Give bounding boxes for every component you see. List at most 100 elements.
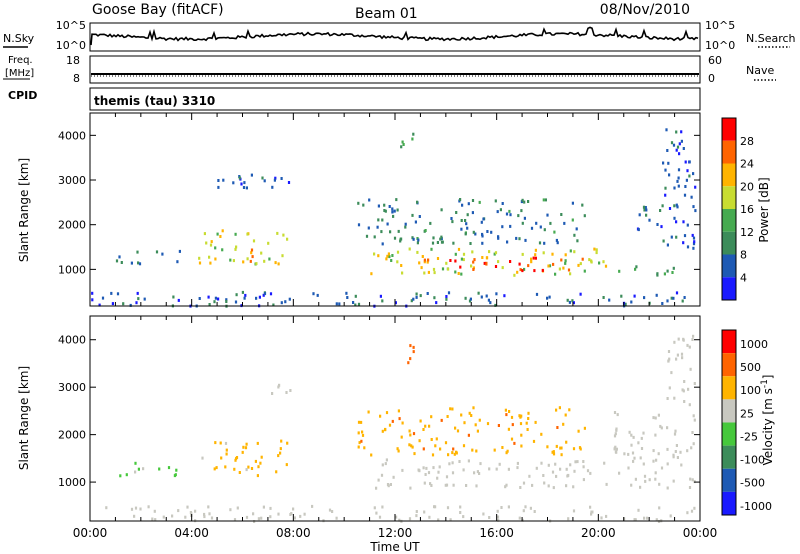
heatmap-cell bbox=[481, 234, 484, 238]
colorbar-swatch bbox=[722, 277, 736, 300]
heatmap-cell bbox=[391, 254, 394, 257]
heatmap-cell bbox=[475, 484, 478, 488]
heatmap-cell bbox=[389, 230, 392, 234]
heatmap-cell bbox=[677, 184, 680, 188]
heatmap-cell bbox=[220, 456, 223, 460]
heatmap-cell bbox=[589, 505, 592, 509]
heatmap-cell bbox=[125, 473, 128, 477]
heatmap-cell bbox=[252, 512, 255, 516]
heatmap-cell bbox=[256, 474, 259, 478]
heatmap-cell bbox=[659, 209, 662, 212]
heatmap-cell bbox=[520, 444, 523, 448]
heatmap-cell bbox=[521, 198, 524, 202]
heatmap-cell bbox=[559, 467, 562, 471]
heatmap-cell bbox=[427, 471, 431, 475]
heatmap-cell bbox=[241, 450, 244, 454]
heatmap-cell bbox=[137, 467, 140, 471]
velocity-y-axis-label: Slant Range [km] bbox=[17, 366, 31, 470]
heatmap-cell bbox=[272, 303, 275, 307]
heatmap-cell bbox=[507, 427, 510, 431]
heatmap-cell bbox=[418, 439, 421, 443]
heatmap-cell bbox=[469, 242, 472, 245]
heatmap-cell bbox=[271, 185, 274, 189]
heatmap-cell bbox=[205, 241, 208, 245]
heatmap-cell bbox=[507, 467, 510, 471]
heatmap-cell bbox=[564, 413, 567, 417]
heatmap-cell bbox=[414, 220, 417, 224]
heatmap-cell bbox=[598, 261, 601, 265]
heatmap-cell bbox=[521, 269, 524, 273]
heatmap-cell bbox=[435, 301, 438, 305]
heatmap-cell bbox=[693, 418, 696, 422]
heatmap-cell bbox=[219, 441, 222, 445]
colorbar-swatch bbox=[722, 163, 736, 187]
heatmap-cell bbox=[221, 229, 224, 233]
heatmap-cell bbox=[517, 214, 520, 218]
heatmap-cell bbox=[357, 223, 361, 227]
heatmap-cell bbox=[457, 272, 460, 275]
heatmap-cell bbox=[377, 478, 380, 482]
heatmap-cell bbox=[501, 446, 504, 449]
heatmap-cell bbox=[516, 270, 519, 274]
heatmap-cell bbox=[680, 130, 683, 134]
heatmap-cell bbox=[367, 410, 370, 414]
colorbar-tick-label: 28 bbox=[740, 135, 754, 148]
heatmap-cell bbox=[572, 301, 575, 305]
heatmap-cell bbox=[138, 262, 142, 266]
heatmap-cell bbox=[664, 168, 667, 172]
heatmap-cell bbox=[424, 229, 427, 232]
heatmap-cell bbox=[672, 455, 675, 459]
heatmap-cell bbox=[91, 291, 94, 295]
heatmap-cell bbox=[98, 303, 101, 307]
heatmap-cell bbox=[252, 239, 256, 243]
heatmap-cell bbox=[398, 417, 401, 421]
heatmap-cell bbox=[201, 456, 204, 460]
heatmap-cell bbox=[549, 221, 552, 225]
heatmap-cell bbox=[416, 250, 419, 254]
heatmap-cell bbox=[430, 438, 433, 441]
heatmap-cell bbox=[263, 179, 266, 183]
heatmap-cell bbox=[377, 204, 380, 208]
heatmap-cell bbox=[381, 463, 384, 467]
heatmap-cell bbox=[530, 260, 533, 264]
heatmap-cell bbox=[421, 255, 424, 258]
heatmap-cell bbox=[667, 350, 671, 353]
heatmap-cell bbox=[209, 243, 213, 247]
heatmap-cell bbox=[354, 303, 357, 307]
heatmap-cell bbox=[688, 160, 691, 164]
heatmap-cell bbox=[247, 465, 250, 469]
heatmap-cell bbox=[676, 145, 680, 149]
colorbar-tick-label: 24 bbox=[740, 158, 754, 171]
heatmap-cell bbox=[408, 247, 411, 251]
heatmap-cell bbox=[118, 255, 121, 259]
heatmap-cell bbox=[244, 446, 248, 450]
heatmap-cell bbox=[397, 229, 400, 233]
y-tick-label: 1000 bbox=[58, 476, 86, 489]
heatmap-cell bbox=[646, 516, 649, 520]
heatmap-cell bbox=[278, 383, 281, 387]
heatmap-cell bbox=[686, 223, 689, 227]
heatmap-cell bbox=[427, 270, 430, 274]
heatmap-cell bbox=[677, 337, 680, 341]
heatmap-cell bbox=[260, 251, 263, 255]
heatmap-cell bbox=[523, 200, 526, 204]
heatmap-cell bbox=[652, 416, 655, 420]
heatmap-cell bbox=[392, 214, 395, 218]
heatmap-cell bbox=[535, 292, 539, 296]
heatmap-cell bbox=[630, 433, 633, 437]
heatmap-cell bbox=[472, 230, 475, 234]
power-colorbar-label: Power [dB] bbox=[757, 177, 771, 242]
heatmap-cell bbox=[527, 200, 530, 203]
heatmap-cell bbox=[632, 435, 635, 439]
heatmap-cell bbox=[466, 213, 469, 217]
heatmap-cell bbox=[147, 505, 150, 509]
heatmap-cell bbox=[177, 298, 180, 302]
heatmap-cell bbox=[375, 511, 378, 515]
heatmap-cell bbox=[431, 241, 435, 245]
noise-left-tick-top: 10^5 bbox=[56, 19, 86, 32]
heatmap-cell bbox=[655, 458, 658, 462]
heatmap-cell bbox=[618, 471, 621, 475]
heatmap-cell bbox=[630, 483, 633, 487]
heatmap-cell bbox=[618, 269, 621, 273]
